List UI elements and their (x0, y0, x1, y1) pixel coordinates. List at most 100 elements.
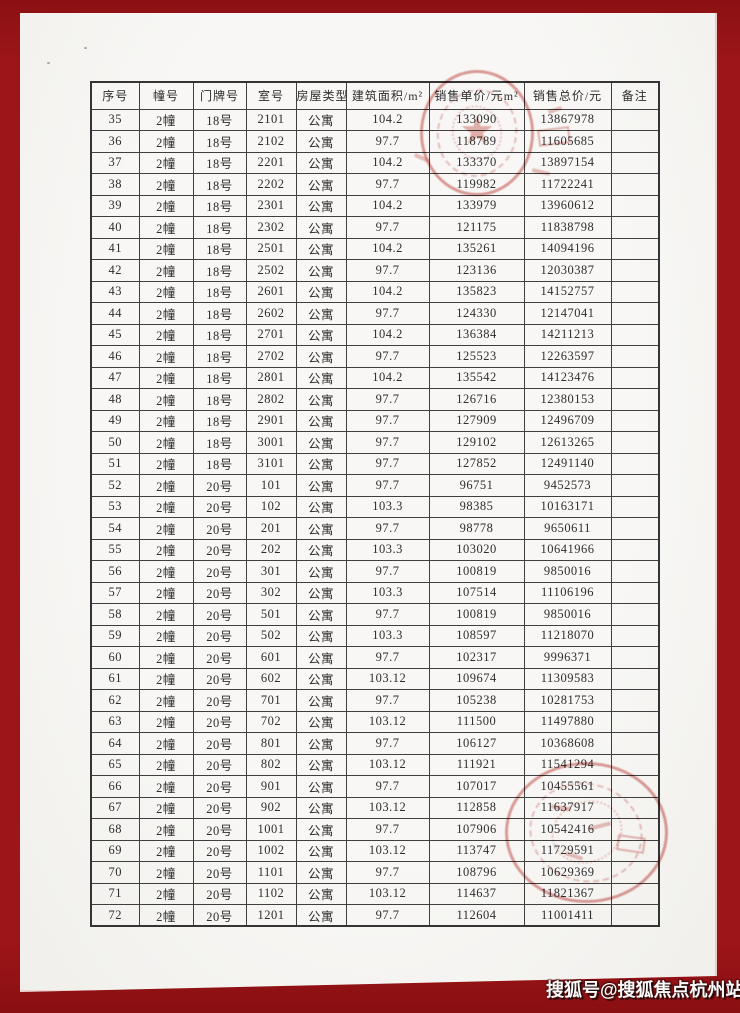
table-cell (610, 538, 660, 561)
table-cell (610, 130, 660, 153)
table-cell: 42 (90, 259, 140, 282)
table-cell: 公寓 (295, 366, 347, 389)
table-row: 39 2幢 18号 2301 公寓 104.2 133979 13960612 (90, 194, 660, 217)
table-cell: 12496709 (523, 409, 612, 432)
table-cell: 公寓 (295, 818, 347, 841)
table-cell: 103.3 (345, 581, 430, 604)
table-cell: 97.7 (345, 517, 430, 540)
table-cell: 20号 (192, 495, 247, 518)
column-header-door-number: 门牌号 (192, 81, 247, 110)
table-cell: 41 (90, 237, 140, 260)
table-cell: 公寓 (295, 603, 347, 626)
table-cell: 602 (245, 667, 297, 690)
table-cell: 公寓 (295, 345, 347, 368)
table-cell: 18号 (192, 151, 247, 174)
table-cell: 公寓 (295, 323, 347, 346)
table-cell: 64 (90, 732, 140, 755)
table-cell: 502 (245, 624, 297, 647)
table-cell: 2201 (245, 151, 297, 174)
table-cell: 2幢 (138, 259, 194, 282)
table-cell: 18号 (192, 323, 247, 346)
table-body: 35 2幢 18号 2101 公寓 104.2 133090 13867978 36 2幢 18号 2… (90, 108, 660, 927)
table-cell: 108597 (428, 624, 525, 647)
table-cell (610, 839, 660, 862)
table-row: 65 2幢 20号 802 公寓 103.12 111921 11541294 (90, 753, 660, 776)
table-cell: 55 (90, 538, 140, 561)
table-cell: 20号 (192, 538, 247, 561)
table-cell: 97.7 (345, 689, 430, 712)
table-cell: 2幢 (138, 732, 194, 755)
table-cell: 2幢 (138, 495, 194, 518)
table-cell (610, 495, 660, 518)
table-cell: 10542416 (523, 818, 612, 841)
table-cell: 2301 (245, 194, 297, 217)
table-cell (610, 710, 660, 733)
table-cell: 公寓 (295, 237, 347, 260)
table-cell: 35 (90, 108, 140, 131)
table-cell: 20号 (192, 667, 247, 690)
table-cell (610, 904, 660, 927)
table-cell: 2幢 (138, 130, 194, 153)
table-cell (610, 431, 660, 454)
table-cell: 18号 (192, 388, 247, 411)
table-cell: 301 (245, 560, 297, 583)
table-cell: 97.7 (345, 560, 430, 583)
table-cell: 102 (245, 495, 297, 518)
table-cell: 100819 (428, 560, 525, 583)
table-cell: 133370 (428, 151, 525, 174)
table-cell: 18号 (192, 173, 247, 196)
table-cell: 60 (90, 646, 140, 669)
table-cell: 104.2 (345, 108, 430, 131)
table-cell: 2幢 (138, 818, 194, 841)
table-cell (610, 388, 660, 411)
table-cell: 97.7 (345, 345, 430, 368)
table-cell: 2幢 (138, 603, 194, 626)
column-header-house-type: 房屋类型 (295, 81, 347, 110)
table-row: 43 2幢 18号 2601 公寓 104.2 135823 14152757 (90, 280, 660, 303)
table-cell: 11722241 (523, 173, 612, 196)
table-cell: 公寓 (295, 646, 347, 669)
table-cell: 124330 (428, 302, 525, 325)
table-cell (610, 581, 660, 604)
table-row: 61 2幢 20号 602 公寓 103.12 109674 11309583 (90, 667, 660, 690)
table-cell: 11541294 (523, 753, 612, 776)
table-cell: 公寓 (295, 216, 347, 239)
table-row: 38 2幢 18号 2202 公寓 97.7 119982 11722241 (90, 173, 660, 196)
table-cell: 2101 (245, 108, 297, 131)
table-cell: 97.7 (345, 861, 430, 884)
table-row: 62 2幢 20号 701 公寓 97.7 105238 10281753 (90, 689, 660, 712)
table-cell: 公寓 (295, 173, 347, 196)
table-cell: 68 (90, 818, 140, 841)
table-cell: 2幢 (138, 323, 194, 346)
table-cell: 14094196 (523, 237, 612, 260)
table-cell: 公寓 (295, 882, 347, 905)
table-cell: 2幢 (138, 861, 194, 884)
table-cell: 公寓 (295, 560, 347, 583)
table-cell: 126716 (428, 388, 525, 411)
table-cell: 20号 (192, 646, 247, 669)
table-cell (610, 409, 660, 432)
table-cell: 9650611 (523, 517, 612, 540)
table-cell: 公寓 (295, 538, 347, 561)
table-cell: 20号 (192, 796, 247, 819)
table-row: 70 2幢 20号 1101 公寓 97.7 108796 10629369 (90, 861, 660, 884)
table-cell: 20号 (192, 861, 247, 884)
table-cell: 103.12 (345, 796, 430, 819)
table-cell: 20号 (192, 818, 247, 841)
table-cell: 48 (90, 388, 140, 411)
table-cell: 2幢 (138, 581, 194, 604)
table-cell: 公寓 (295, 151, 347, 174)
table-cell: 104.2 (345, 237, 430, 260)
table-cell: 公寓 (295, 581, 347, 604)
table-cell (610, 517, 660, 540)
table-cell: 50 (90, 431, 140, 454)
table-cell: 12613265 (523, 431, 612, 454)
table-cell: 3001 (245, 431, 297, 454)
table-cell: 公寓 (295, 388, 347, 411)
table-cell: 44 (90, 302, 140, 325)
table-cell: 2幢 (138, 194, 194, 217)
table-cell: 13960612 (523, 194, 612, 217)
table-cell: 18号 (192, 194, 247, 217)
table-cell: 104.2 (345, 194, 430, 217)
table-cell: 111500 (428, 710, 525, 733)
